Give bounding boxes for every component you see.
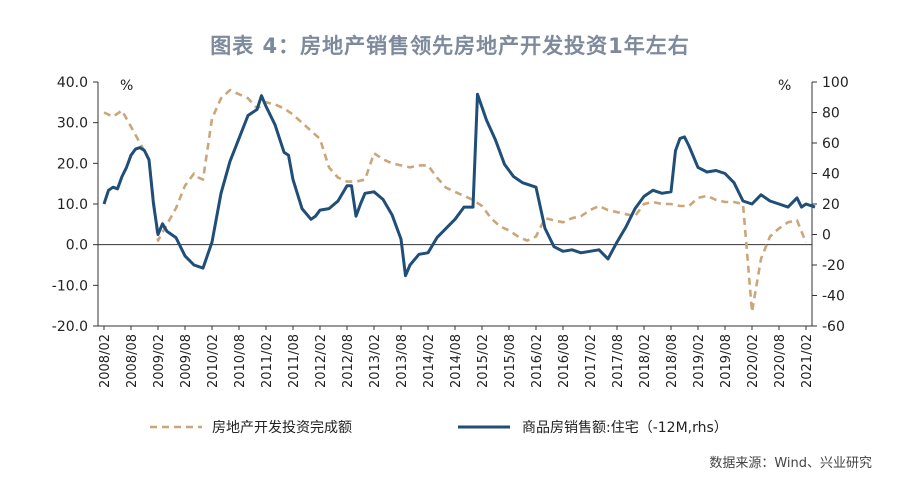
x-tick-label: 2011/02 (260, 334, 275, 388)
x-tick-label: 2016/08 (557, 334, 572, 388)
x-tick-label: 2013/02 (368, 334, 383, 388)
x-tick-label: 2014/08 (449, 334, 464, 388)
chart-title: 图表 4：房地产销售领先房地产开发投资1年左右 (210, 34, 690, 58)
right-tick-label: 60 (822, 136, 840, 152)
x-tick-label: 2018/02 (638, 334, 653, 388)
x-tick-label: 2008/02 (98, 334, 113, 388)
series-line-sales (102, 92, 816, 278)
legend-label: 房地产开发投资完成额 (212, 420, 352, 436)
left-tick-label: 0.0 (66, 238, 88, 254)
x-tick-label: 2015/02 (476, 334, 491, 388)
right-tick-label: 100 (822, 75, 849, 91)
source-note: 数据来源：Wind、兴业研究 (709, 456, 872, 471)
x-tick-label: 2010/08 (233, 334, 248, 388)
left-tick-label: -10.0 (52, 278, 88, 294)
x-tick-label: 2014/02 (422, 334, 437, 388)
x-tick-label: 2009/02 (152, 334, 167, 388)
left-tick-label: 20.0 (57, 156, 88, 172)
x-tick-label: 2017/08 (611, 334, 626, 388)
x-tick-label: 2011/08 (287, 334, 302, 388)
axes: 40.0 30.0 20.0 10.0 0.0 -10.0 -20.0% 100 80 60 40 2… (52, 75, 849, 388)
x-tick-label: 2015/08 (503, 334, 518, 388)
series-layer (102, 88, 816, 314)
x-tick-label: 2009/08 (179, 334, 194, 388)
right-tick-label: 0 (822, 228, 831, 244)
left-tick-label: -20.0 (52, 319, 88, 335)
legend-label: 商品房销售额:住宅（-12M,rhs） (522, 420, 728, 436)
right-tick-label: -20 (822, 258, 845, 274)
right-tick-label: -40 (822, 289, 845, 305)
legend: 房地产开发投资完成额 商品房销售额:住宅（-12M,rhs） (150, 420, 728, 436)
x-tick-label: 2020/08 (773, 334, 788, 388)
left-tick-label: 10.0 (57, 197, 88, 213)
right-tick-label: 80 (822, 106, 840, 122)
x-tick-label: 2018/08 (665, 334, 680, 388)
x-tick-label: 2008/08 (125, 334, 140, 388)
series-line-investment (103, 88, 808, 314)
x-tick-label: 2016/02 (530, 334, 545, 388)
left-unit-label: % (120, 78, 133, 94)
x-tick-label: 2020/02 (746, 334, 761, 388)
right-tick-label: 20 (822, 197, 840, 213)
right-tick-label: -60 (822, 319, 845, 335)
x-tick-label: 2010/02 (206, 334, 221, 388)
x-tick-label: 2013/08 (395, 334, 410, 388)
x-tick-label: 2019/08 (719, 334, 734, 388)
x-tick-label: 2012/02 (314, 334, 329, 388)
x-tick-label: 2017/02 (584, 334, 599, 388)
right-tick-label: 40 (822, 167, 840, 183)
left-tick-label: 40.0 (57, 75, 88, 91)
x-tick-label: 2021/02 (800, 334, 815, 388)
x-tick-label: 2019/02 (692, 334, 707, 388)
left-tick-label: 30.0 (57, 116, 88, 132)
x-tick-label: 2012/08 (341, 334, 356, 388)
right-unit-label: % (778, 78, 791, 94)
